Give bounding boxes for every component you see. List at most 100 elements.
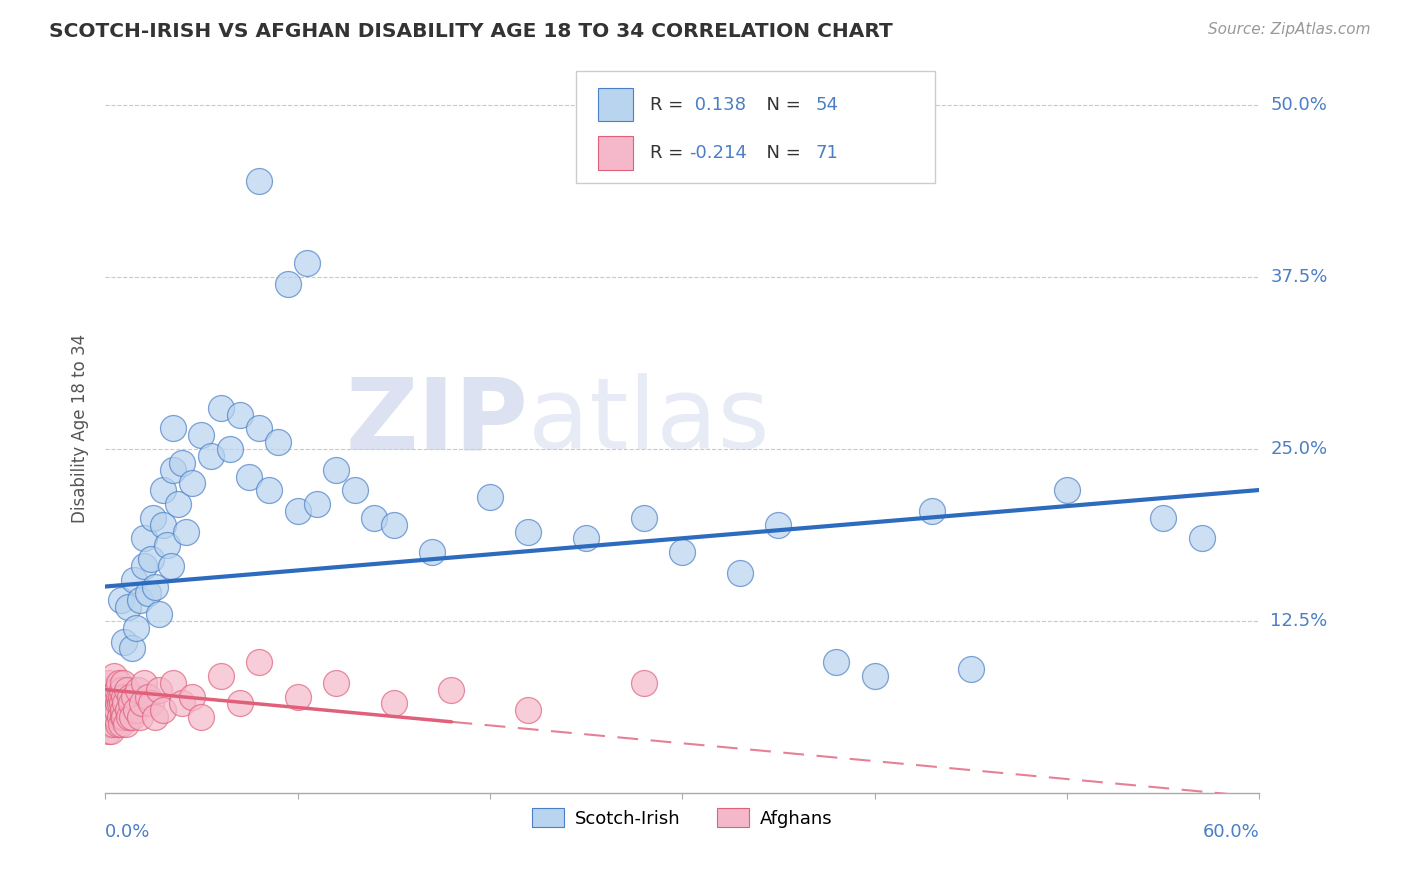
Point — [305, 497, 328, 511]
Point — [97, 690, 120, 704]
Point — [825, 655, 848, 669]
Point — [114, 690, 136, 704]
Point — [382, 517, 405, 532]
Point — [117, 600, 139, 615]
Point — [121, 710, 143, 724]
Point — [127, 682, 149, 697]
Text: 37.5%: 37.5% — [1271, 268, 1327, 286]
Point — [257, 483, 280, 498]
Point — [671, 545, 693, 559]
Point — [100, 690, 122, 704]
Point — [959, 662, 981, 676]
Point — [229, 697, 252, 711]
Legend: Scotch-Irish, Afghans: Scotch-Irish, Afghans — [524, 801, 839, 835]
Point — [174, 524, 197, 539]
Text: N =: N = — [755, 144, 807, 161]
Point — [148, 607, 170, 621]
Point — [238, 469, 260, 483]
Point — [108, 710, 131, 724]
Point — [105, 703, 128, 717]
Point — [229, 408, 252, 422]
Point — [96, 697, 118, 711]
Point — [363, 510, 385, 524]
Point — [863, 669, 886, 683]
Point — [132, 675, 155, 690]
Text: R =: R = — [650, 95, 689, 113]
Text: ZIP: ZIP — [346, 373, 529, 470]
Point — [162, 421, 184, 435]
Point — [104, 690, 127, 704]
Point — [117, 703, 139, 717]
Point — [136, 690, 159, 704]
Point — [478, 490, 501, 504]
Point — [114, 634, 136, 648]
Point — [125, 621, 148, 635]
Point — [122, 573, 145, 587]
Point — [247, 174, 270, 188]
Text: 25.0%: 25.0% — [1271, 440, 1327, 458]
Point — [107, 690, 129, 704]
Point — [152, 703, 174, 717]
Y-axis label: Disability Age 18 to 34: Disability Age 18 to 34 — [72, 334, 89, 523]
Text: SCOTCH-IRISH VS AFGHAN DISABILITY AGE 18 TO 34 CORRELATION CHART: SCOTCH-IRISH VS AFGHAN DISABILITY AGE 18… — [49, 22, 893, 41]
Text: 50.0%: 50.0% — [1271, 96, 1327, 114]
Point — [190, 710, 212, 724]
Point — [125, 703, 148, 717]
Point — [96, 717, 118, 731]
Point — [180, 476, 202, 491]
Point — [159, 558, 181, 573]
Point — [136, 586, 159, 600]
Text: atlas: atlas — [529, 373, 770, 470]
Point — [118, 710, 141, 724]
Text: 0.138: 0.138 — [689, 95, 747, 113]
Point — [121, 641, 143, 656]
Point — [1191, 532, 1213, 546]
Point — [633, 675, 655, 690]
Point — [209, 401, 232, 415]
Point — [120, 697, 142, 711]
Point — [156, 538, 179, 552]
Point — [122, 690, 145, 704]
Point — [219, 442, 242, 456]
Point — [114, 697, 136, 711]
Point — [287, 504, 309, 518]
Point — [344, 483, 367, 498]
Point — [180, 690, 202, 704]
Text: N =: N = — [755, 95, 807, 113]
Point — [117, 682, 139, 697]
Text: R =: R = — [650, 144, 689, 161]
Point — [110, 697, 132, 711]
Point — [105, 682, 128, 697]
Point — [172, 697, 194, 711]
Point — [141, 552, 163, 566]
Point — [633, 510, 655, 524]
Point — [103, 717, 125, 731]
Point — [112, 710, 135, 724]
Point — [247, 655, 270, 669]
Text: 0.0%: 0.0% — [105, 823, 150, 841]
Point — [728, 566, 751, 580]
Point — [247, 421, 270, 435]
Text: 54: 54 — [815, 95, 838, 113]
Point — [162, 675, 184, 690]
Point — [100, 697, 122, 711]
Point — [110, 697, 132, 711]
Text: 71: 71 — [815, 144, 838, 161]
Point — [1056, 483, 1078, 498]
Point — [142, 510, 165, 524]
Point — [190, 428, 212, 442]
Point — [132, 558, 155, 573]
Text: Source: ZipAtlas.com: Source: ZipAtlas.com — [1208, 22, 1371, 37]
Point — [148, 682, 170, 697]
Point — [172, 456, 194, 470]
Point — [768, 517, 790, 532]
Point — [277, 277, 299, 291]
Point — [103, 669, 125, 683]
Point — [382, 697, 405, 711]
Point — [325, 463, 347, 477]
Text: 60.0%: 60.0% — [1202, 823, 1260, 841]
Point — [162, 463, 184, 477]
Point — [97, 703, 120, 717]
Point — [98, 717, 121, 731]
Point — [110, 717, 132, 731]
